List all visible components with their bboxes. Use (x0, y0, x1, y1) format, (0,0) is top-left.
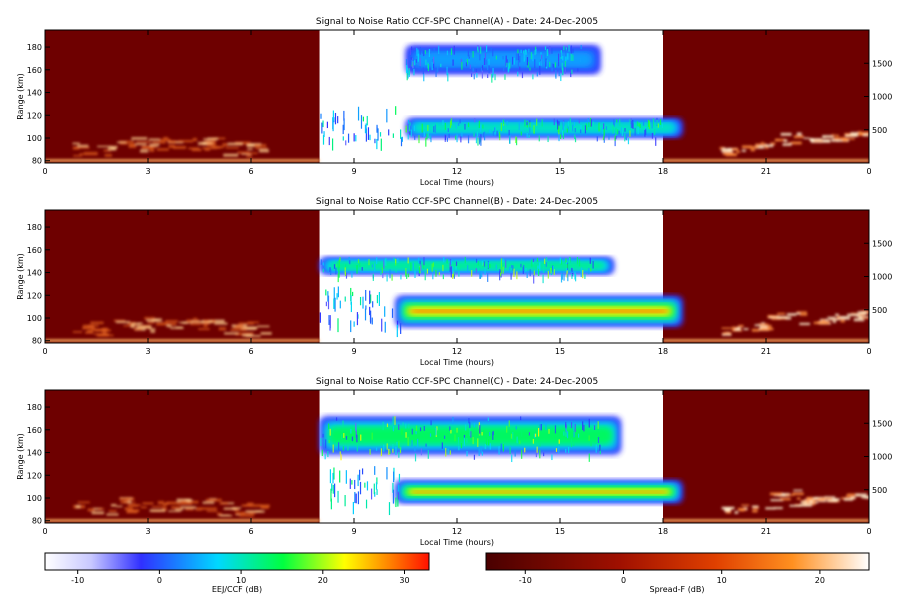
colorbar-tick-label: 0 (157, 576, 162, 585)
y-tick-label: 120 (27, 471, 42, 480)
spread-f-night-region (663, 30, 869, 163)
x-tick-label: 18 (658, 347, 668, 356)
y-tick-label: 180 (27, 223, 42, 232)
eej-echo-layer (395, 479, 683, 504)
right-y-tick-label: 1000 (872, 93, 892, 102)
y-tick-label: 140 (27, 269, 42, 278)
x-tick-label: 15 (555, 167, 565, 176)
x-tick-label: 12 (452, 527, 462, 536)
panel-title: Signal to Noise Ratio CCF-SPC Channel(A)… (316, 17, 598, 27)
snr-panel-b: Signal to Noise Ratio CCF-SPC Channel(B)… (16, 197, 892, 367)
y-axis-label: Range (km) (16, 253, 25, 300)
panel-plot-area (45, 210, 869, 343)
colorbar-tick-label: 10 (236, 576, 246, 585)
y-tick-label: 140 (27, 449, 42, 458)
y-tick-label: 120 (27, 111, 42, 120)
x-tick-label: 21 (761, 347, 771, 356)
y-tick-label: 140 (27, 89, 42, 98)
right-y-tick-label: 1000 (872, 453, 892, 462)
y-tick-label: 100 (27, 494, 42, 503)
x-tick-label: 12 (452, 167, 462, 176)
eej-echo-layer (405, 117, 683, 147)
x-tick-label: 9 (351, 527, 356, 536)
x-tick-label: 6 (248, 167, 253, 176)
x-tick-label: 12 (452, 347, 462, 356)
panel-plot-area (45, 390, 869, 523)
y-tick-label: 180 (27, 43, 42, 52)
eej-echo-layer (395, 295, 683, 328)
spread-f-night-region (663, 210, 869, 343)
y-tick-label: 120 (27, 291, 42, 300)
colorbar-tick-label: -10 (71, 576, 84, 585)
right-y-tick-label: 500 (872, 306, 887, 315)
spread-f-colorbar-scale (485, 552, 870, 571)
snr-panel-c: Signal to Noise Ratio CCF-SPC Channel(C)… (16, 377, 892, 547)
y-tick-label: 80 (32, 517, 42, 526)
x-tick-label: 21 (761, 167, 771, 176)
y-tick-label: 80 (32, 157, 42, 166)
y-tick-label: 100 (27, 314, 42, 323)
eej-onset-streaks (329, 466, 401, 516)
x-axis-label: Local Time (hours) (420, 358, 494, 367)
x-tick-label: 9 (351, 347, 356, 356)
colorbar-tick-label: -10 (519, 576, 532, 585)
spread-f-echoes (45, 131, 869, 162)
right-y-tick-label: 1500 (872, 419, 892, 428)
spread-f-night-region (663, 390, 869, 523)
x-tick-label: 6 (248, 527, 253, 536)
x-tick-label: 0 (42, 527, 47, 536)
y-axis-label: Range (km) (16, 433, 25, 480)
x-tick-label: 18 (658, 527, 668, 536)
y-tick-label: 160 (27, 246, 42, 255)
eej-echo-layer (319, 256, 615, 284)
colorbar-tick-label: 0 (621, 576, 626, 585)
y-tick-label: 160 (27, 426, 42, 435)
panel-title: Signal to Noise Ratio CCF-SPC Channel(B)… (316, 197, 598, 207)
eej-colorbar-scale (44, 552, 430, 571)
y-axis-label: Range (km) (16, 73, 25, 120)
x-tick-label: 18 (658, 167, 668, 176)
panel-title: Signal to Noise Ratio CCF-SPC Channel(C)… (316, 377, 598, 387)
x-axis-label: Local Time (hours) (420, 178, 494, 187)
x-tick-label: 0 (866, 347, 871, 356)
eej-onset-streaks (319, 286, 402, 338)
eej-colorbar-label: EEJ/CCF (dB) (212, 585, 262, 594)
x-tick-label: 0 (866, 167, 871, 176)
colorbar-tick-label: 10 (717, 576, 727, 585)
x-tick-label: 9 (351, 167, 356, 176)
right-y-tick-label: 1000 (872, 273, 892, 282)
right-y-tick-label: 1500 (872, 239, 892, 248)
right-y-tick-label: 500 (872, 126, 887, 135)
x-tick-label: 3 (145, 167, 150, 176)
colorbar-tick-label: 20 (318, 576, 328, 585)
x-tick-label: 6 (248, 347, 253, 356)
eej-onset-streaks (320, 106, 403, 151)
x-tick-label: 15 (555, 527, 565, 536)
y-tick-label: 80 (32, 337, 42, 346)
x-tick-label: 21 (761, 527, 771, 536)
x-axis-label: Local Time (hours) (420, 538, 494, 547)
y-tick-label: 180 (27, 403, 42, 412)
x-tick-label: 0 (866, 527, 871, 536)
x-tick-label: 15 (555, 347, 565, 356)
y-tick-label: 160 (27, 66, 42, 75)
x-tick-label: 3 (145, 347, 150, 356)
spread-f-colorbar-label: Spread-F (dB) (649, 585, 704, 594)
colorbar-tick-label: 30 (399, 576, 409, 585)
eej-echo-layer (405, 44, 601, 83)
x-tick-label: 3 (145, 527, 150, 536)
right-y-tick-label: 1500 (872, 59, 892, 68)
panel-plot-area (45, 30, 869, 163)
right-y-tick-label: 500 (872, 486, 887, 495)
colorbar-tick-label: 20 (815, 576, 825, 585)
spread-f-night-region (45, 210, 320, 343)
snr-panel-a: Signal to Noise Ratio CCF-SPC Channel(A)… (16, 17, 892, 187)
x-tick-label: 0 (42, 167, 47, 176)
y-tick-label: 100 (27, 134, 42, 143)
eej-echo-layer (319, 416, 622, 463)
x-tick-label: 0 (42, 347, 47, 356)
spread-f-colorbar: -10 0 10 20 Spread-F (dB) (485, 552, 870, 594)
eej-colorbar: -10 0 10 20 30 EEJ/CCF (dB) (44, 552, 430, 594)
